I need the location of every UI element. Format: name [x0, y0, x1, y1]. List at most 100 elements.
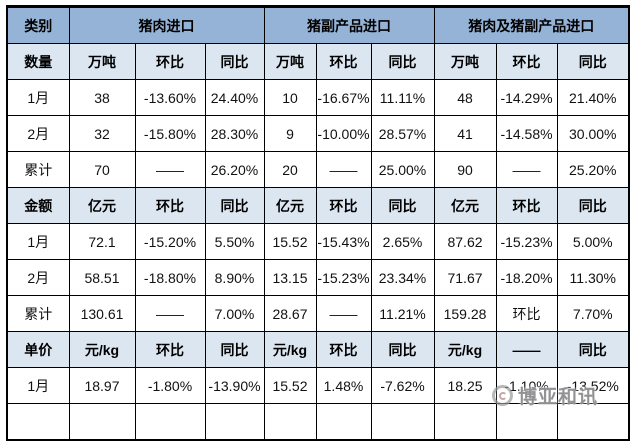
unit-header: 同比	[204, 43, 265, 80]
group-header-pork: 猪肉进口	[68, 6, 265, 44]
table-cell: 71.67	[433, 259, 497, 296]
table-cell: 18.97	[68, 367, 136, 404]
screenshot-root: 类别 猪肉进口 猪副产品进口 猪肉及猪副产品进口 数量 万吨 环比 同比 万吨 …	[6, 5, 631, 441]
table-cell: 2.65%	[370, 223, 435, 260]
table-row: 累计 70 —— 26.20% 20 —— 25.00% 90 —— 25.20…	[6, 151, 630, 188]
table-cell: 8.90%	[204, 259, 265, 296]
group-header-byproduct: 猪副产品进口	[263, 6, 435, 44]
table-row: 2月 58.51 -18.80% 8.90% 13.15 -15.23% 23.…	[6, 259, 630, 296]
table-cell: 32	[68, 115, 136, 152]
unit-header: 同比	[556, 43, 630, 80]
table-cell: -16.67%	[315, 79, 372, 116]
unit-header: 环比	[315, 331, 372, 368]
table-cell: -14.58%	[495, 115, 558, 152]
unit-header: 同比	[370, 331, 435, 368]
unit-header: 环比	[315, 43, 372, 80]
unit-header: ——	[495, 331, 558, 368]
table-cell: 5.00%	[556, 223, 630, 260]
unit-header: 元/kg	[433, 331, 497, 368]
unit-header: 亿元	[263, 187, 317, 224]
table-cell: -18.20%	[495, 259, 558, 296]
table-cell: 11.11%	[370, 79, 435, 116]
partial-clipped-row	[6, 403, 630, 441]
table-cell: 15.52	[263, 223, 317, 260]
table-cell: 130.61	[68, 295, 136, 332]
unit-header: 环比	[315, 187, 372, 224]
table-cell: ——	[315, 151, 372, 188]
unit-header: 环比	[495, 43, 558, 80]
table-cell: 30.00%	[556, 115, 630, 152]
table-cell: ——	[134, 151, 206, 188]
table-cell: -15.20%	[134, 223, 206, 260]
table-cell: 28.30%	[204, 115, 265, 152]
table-cell: 41	[433, 115, 497, 152]
table-cell: 21.40%	[556, 79, 630, 116]
row-label: 2月	[6, 259, 70, 296]
unit-header: 万吨	[433, 43, 497, 80]
table-row: 1月 72.1 -15.20% 5.50% 15.52 -15.43% 2.65…	[6, 223, 630, 260]
row-label: 累计	[6, 151, 70, 188]
unit-header: 元/kg	[68, 331, 136, 368]
unit-header: 同比	[556, 187, 630, 224]
table-cell: 25.00%	[370, 151, 435, 188]
table-row: 1月 18.97 -1.80% -13.90% 15.52 1.48% -7.6…	[6, 367, 630, 404]
unit-header: 环比	[134, 187, 206, 224]
table-cell: 48	[433, 79, 497, 116]
table-row: 累计 130.61 —— 7.00% 28.67 —— 11.21% 159.2…	[6, 295, 630, 332]
table-cell: 7.00%	[204, 295, 265, 332]
table-cell: 10	[263, 79, 317, 116]
table-cell: 72.1	[68, 223, 136, 260]
unit-header: 同比	[556, 331, 630, 368]
table-cell: 38	[68, 79, 136, 116]
table-row: 1月 38 -13.60% 24.40% 10 -16.67% 11.11% 4…	[6, 79, 630, 116]
section-label: 单价	[6, 331, 70, 368]
unit-header: 万吨	[263, 43, 317, 80]
table-cell: 26.20%	[204, 151, 265, 188]
row-label: 1月	[6, 367, 70, 404]
table-cell: -10.00%	[315, 115, 372, 152]
table-cell: -1.80%	[134, 367, 206, 404]
table-cell: -14.29%	[495, 79, 558, 116]
table-cell: 70	[68, 151, 136, 188]
table-cell: 23.34%	[370, 259, 435, 296]
table-cell: -13.60%	[134, 79, 206, 116]
unit-header: 同比	[370, 187, 435, 224]
table-cell: 7.70%	[556, 295, 630, 332]
table-row: 2月 32 -15.80% 28.30% 9 -10.00% 28.57% 41…	[6, 115, 630, 152]
unit-header: 元/kg	[263, 331, 317, 368]
table-cell: 24.40%	[204, 79, 265, 116]
unit-header: 环比	[134, 331, 206, 368]
unit-header: 环比	[495, 187, 558, 224]
table-cell: 9	[263, 115, 317, 152]
table-cell: 28.67	[263, 295, 317, 332]
table-group-header-row: 类别 猪肉进口 猪副产品进口 猪肉及猪副产品进口	[6, 6, 630, 44]
table-cell: -18.80%	[134, 259, 206, 296]
table-cell: -1.10%	[495, 367, 558, 404]
table-cell: 90	[433, 151, 497, 188]
table-cell: 87.62	[433, 223, 497, 260]
corner-label: 类别	[6, 6, 70, 44]
table-cell: 1.48%	[315, 367, 372, 404]
table-cell: 11.30%	[556, 259, 630, 296]
unit-header: 环比	[134, 43, 206, 80]
table-cell: 159.28	[433, 295, 497, 332]
table-cell: 25.20%	[556, 151, 630, 188]
row-label: 2月	[6, 115, 70, 152]
unit-header: 同比	[370, 43, 435, 80]
table-cell: -13.52%	[556, 367, 630, 404]
table-cell: ——	[495, 151, 558, 188]
section-header-row: 单价 元/kg 环比 同比 元/kg 环比 同比 元/kg —— 同比	[6, 331, 630, 368]
table-cell: 5.50%	[204, 223, 265, 260]
row-label: 1月	[6, 79, 70, 116]
table-cell: ——	[134, 295, 206, 332]
table-cell: -15.23%	[315, 259, 372, 296]
table-cell: -15.43%	[315, 223, 372, 260]
section-label: 数量	[6, 43, 70, 80]
table-cell: -15.80%	[134, 115, 206, 152]
table-cell: 13.15	[263, 259, 317, 296]
unit-header: 亿元	[68, 187, 136, 224]
section-label: 金额	[6, 187, 70, 224]
table-cell: -13.90%	[204, 367, 265, 404]
unit-header: 亿元	[433, 187, 497, 224]
table-cell: 28.57%	[370, 115, 435, 152]
